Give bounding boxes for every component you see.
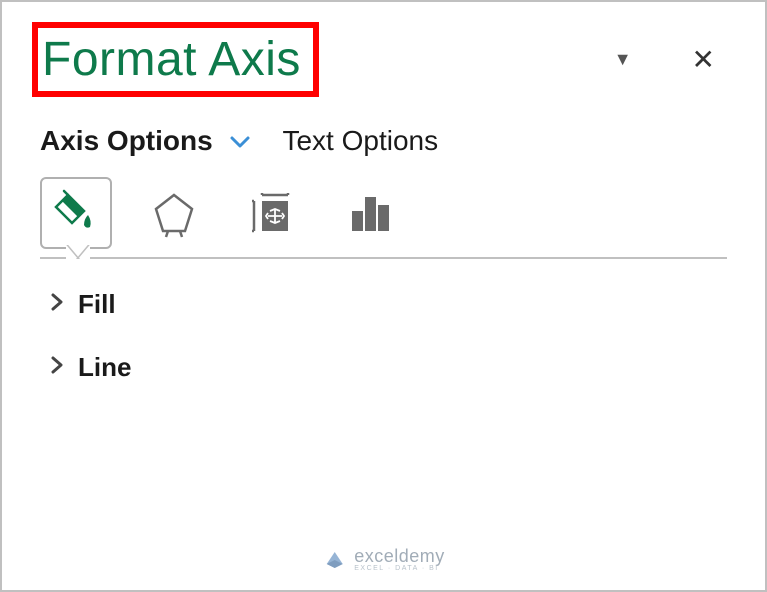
icon-tabs-row bbox=[32, 177, 735, 249]
watermark-main: exceldemy bbox=[354, 547, 445, 565]
size-icon bbox=[246, 187, 298, 239]
effects-tab[interactable] bbox=[138, 177, 210, 249]
pane-options-dropdown-icon[interactable]: ▼ bbox=[614, 49, 632, 70]
chevron-right-icon bbox=[50, 355, 64, 381]
paint-bucket-icon bbox=[50, 187, 102, 239]
title-highlight-box: Format Axis bbox=[32, 22, 319, 97]
pentagon-icon bbox=[148, 187, 200, 239]
header-row: Format Axis ▼ ✕ bbox=[32, 22, 735, 97]
options-tabs-row: Axis Options Text Options bbox=[32, 125, 735, 157]
chevron-down-icon[interactable] bbox=[228, 125, 252, 157]
fill-line-tab[interactable] bbox=[40, 177, 112, 249]
watermark: exceldemy EXCEL · DATA · BI bbox=[322, 547, 445, 572]
line-section-header[interactable]: Line bbox=[32, 352, 735, 383]
header-controls: ▼ ✕ bbox=[614, 43, 715, 76]
axis-options-tab[interactable]: Axis Options bbox=[40, 125, 252, 157]
text-options-tab[interactable]: Text Options bbox=[282, 125, 438, 157]
axis-options-label: Axis Options bbox=[40, 125, 213, 156]
chevron-right-icon bbox=[50, 292, 64, 318]
watermark-sub: EXCEL · DATA · BI bbox=[354, 565, 445, 572]
close-icon[interactable]: ✕ bbox=[692, 43, 715, 76]
line-section-label: Line bbox=[78, 352, 131, 383]
pane-title: Format Axis bbox=[42, 33, 301, 86]
tab-divider bbox=[32, 257, 735, 259]
size-properties-tab[interactable] bbox=[236, 177, 308, 249]
watermark-icon bbox=[322, 548, 346, 572]
fill-section-header[interactable]: Fill bbox=[32, 289, 735, 320]
axis-options-icon-tab[interactable] bbox=[334, 177, 406, 249]
fill-section-label: Fill bbox=[78, 289, 116, 320]
format-axis-pane: Format Axis ▼ ✕ Axis Options Text Option… bbox=[2, 2, 765, 435]
watermark-text: exceldemy EXCEL · DATA · BI bbox=[354, 547, 445, 572]
bar-chart-icon bbox=[344, 187, 396, 239]
